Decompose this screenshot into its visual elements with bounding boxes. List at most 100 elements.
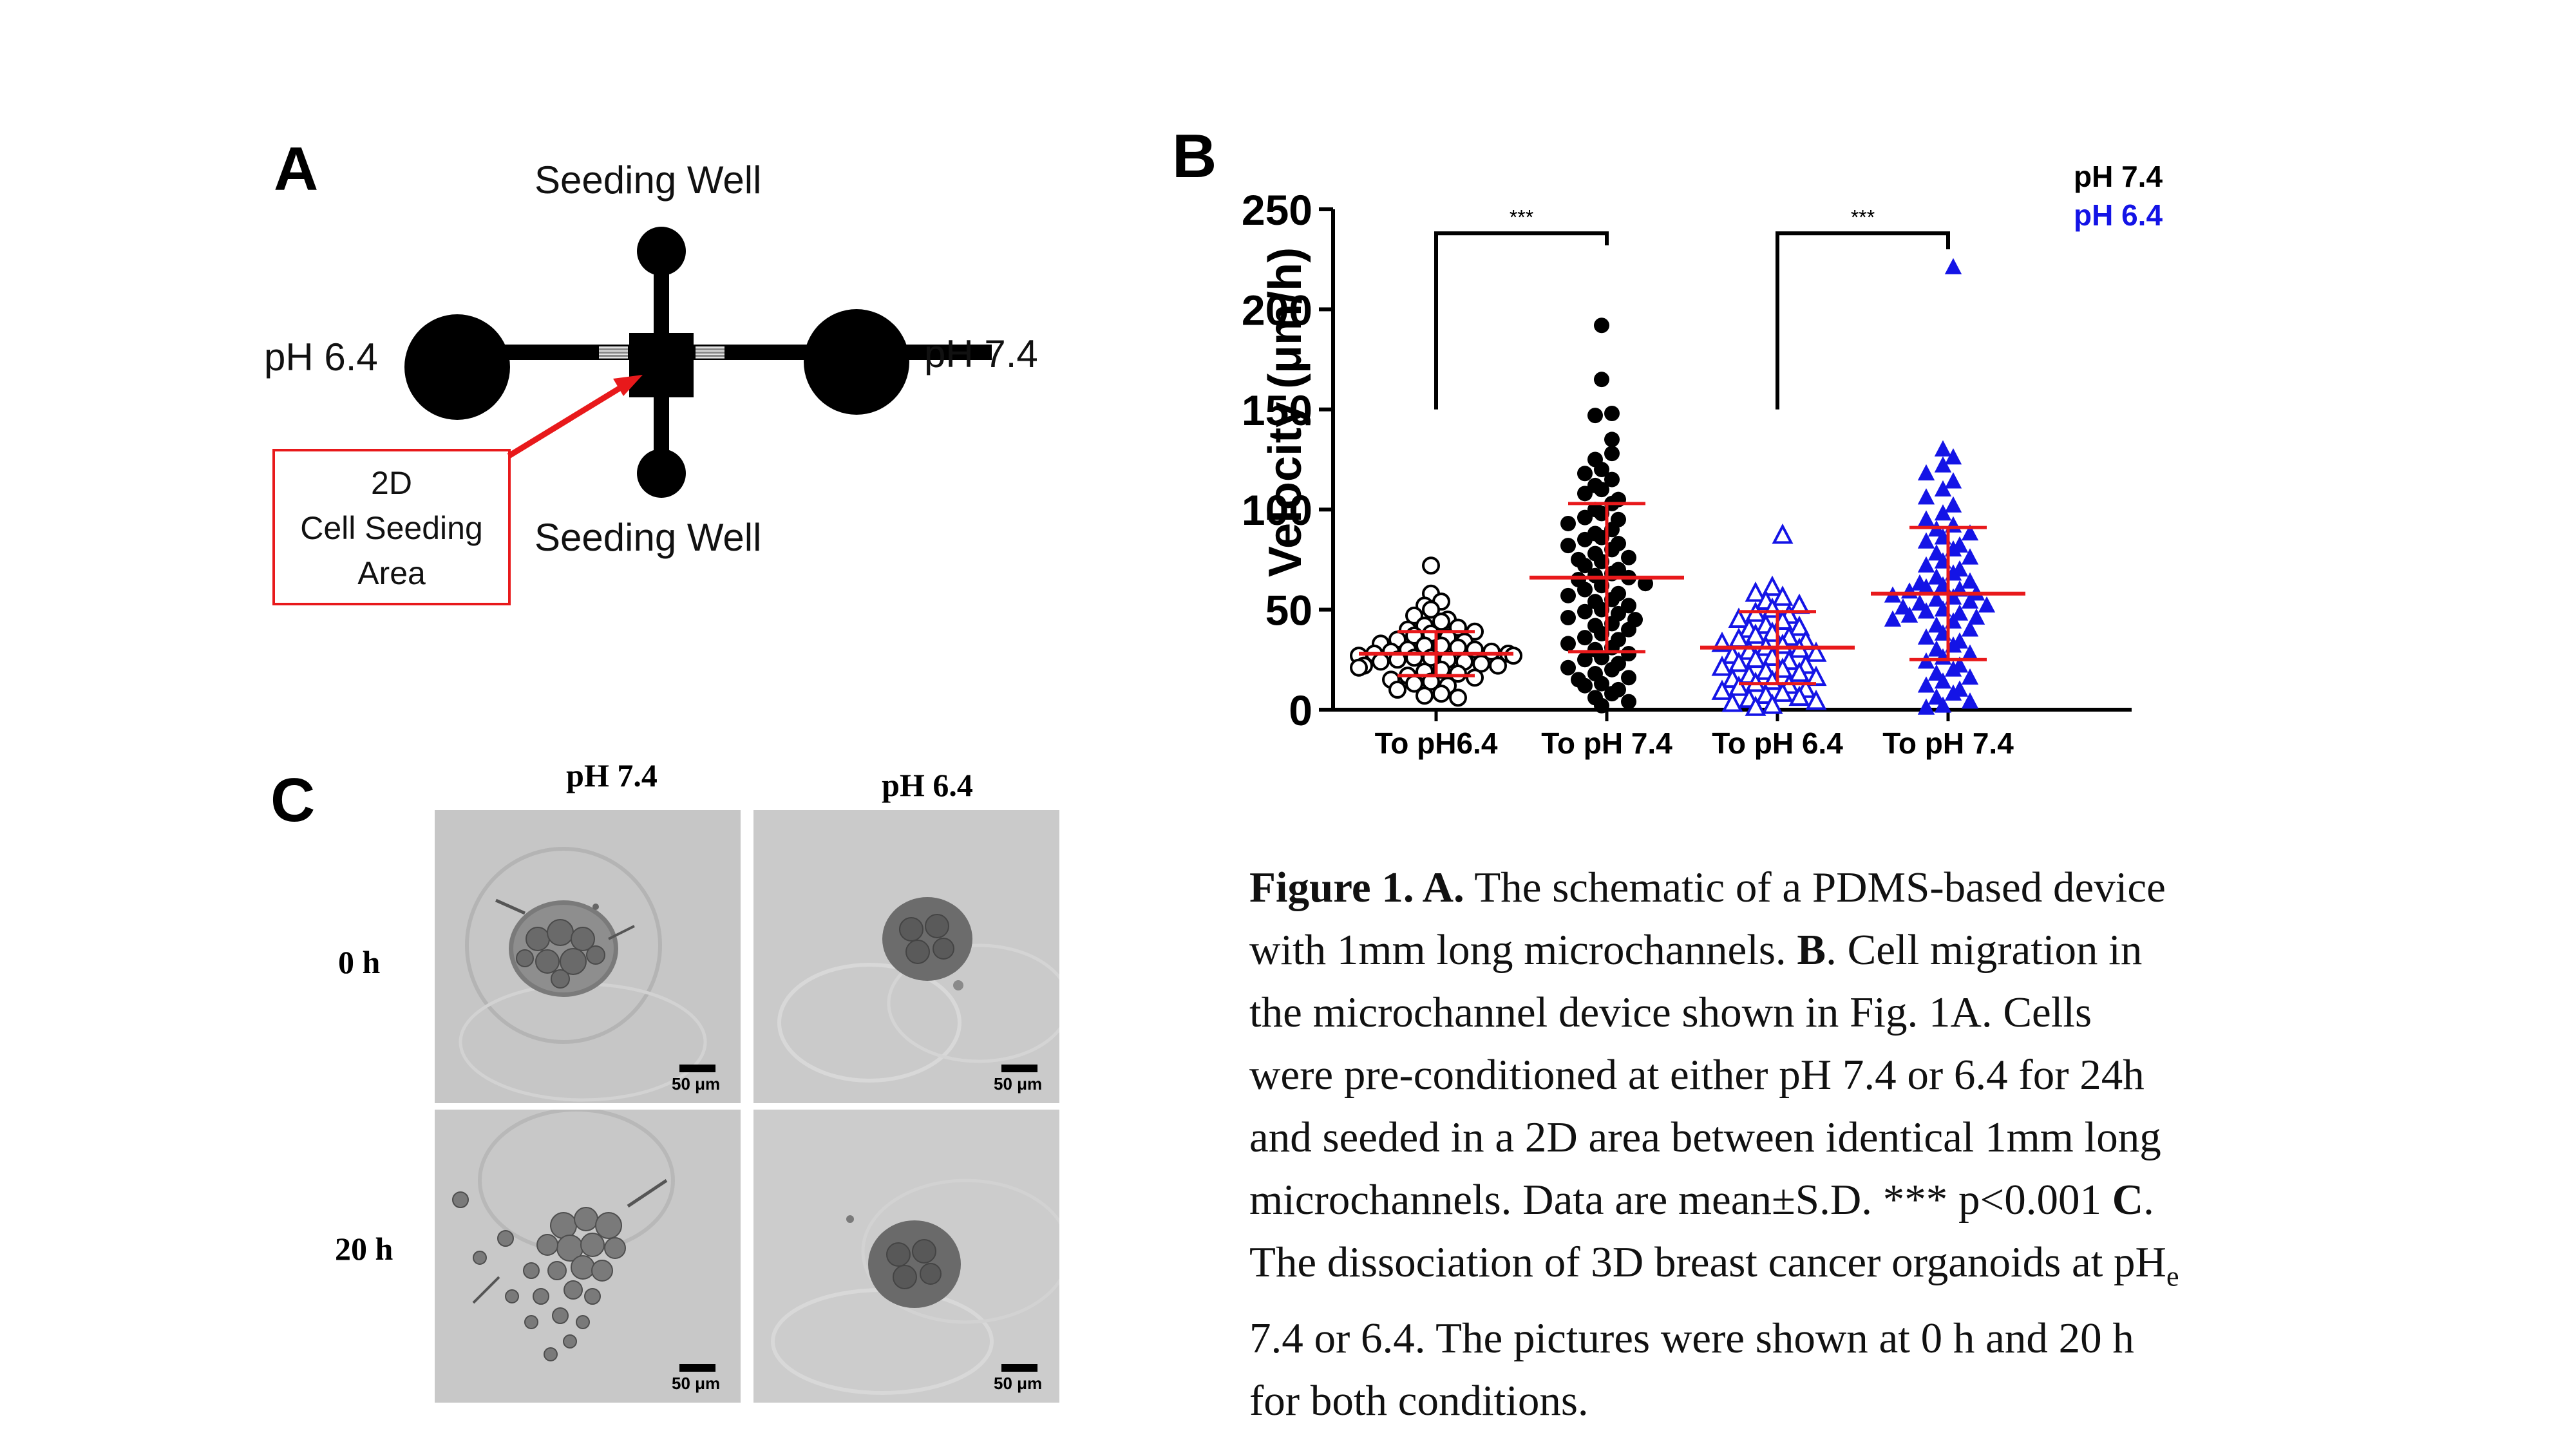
data-point — [1388, 680, 1406, 699]
data-point — [1560, 659, 1576, 676]
data-point — [1788, 661, 1810, 682]
data-point — [1788, 615, 1810, 636]
data-point — [1961, 620, 1979, 637]
data-point — [1961, 524, 1979, 541]
data-point — [1560, 610, 1576, 626]
data-point — [1711, 656, 1733, 676]
data-point — [1961, 644, 1979, 661]
data-point — [1745, 582, 1766, 602]
data-point — [1728, 676, 1750, 696]
arrow-line — [507, 381, 630, 459]
significance-bracket — [1434, 231, 1609, 410]
data-point — [1604, 686, 1620, 702]
data-point — [1577, 531, 1593, 547]
label-ph-right: pH 7.4 — [924, 332, 1038, 375]
caption-text: The schematic of a PDMS-based device — [1464, 864, 2166, 911]
data-point — [1927, 568, 1946, 585]
seeding-well-bottom — [637, 449, 686, 498]
caption-line-1: Figure 1. A. The schematic of a PDMS-bas… — [1249, 857, 2344, 919]
data-point — [1466, 668, 1484, 687]
scale-text-2: 50 μm — [994, 1074, 1043, 1094]
data-point — [1594, 317, 1609, 334]
data-point — [1961, 572, 1979, 589]
data-point — [1560, 515, 1576, 531]
caption-line-7: The dissociation of 3D breast cancer org… — [1249, 1231, 2344, 1307]
data-point — [1761, 575, 1783, 596]
data-point — [1638, 576, 1653, 592]
data-point — [1728, 651, 1750, 672]
significance-label: *** — [1510, 205, 1533, 229]
y-tick-label: 150 — [1242, 386, 1312, 434]
caption-text: . — [2143, 1176, 2154, 1224]
data-point — [1900, 606, 1918, 623]
data-point — [1745, 647, 1766, 668]
microchannels-right — [696, 346, 724, 359]
data-point — [1917, 488, 1935, 505]
col-header-ph74: pH 7.4 — [566, 757, 658, 793]
velocity-chart: 0 50 100 150 200 250 To pH6.4 To pH 7.4 To pH 6… — [1242, 160, 2163, 760]
data-point — [1604, 471, 1620, 488]
data-point — [1944, 448, 1962, 465]
data-point — [1917, 602, 1935, 619]
data-point — [1951, 604, 1969, 621]
caption-line-8: 7.4 or 6.4. The pictures were shown at 0… — [1249, 1314, 2134, 1363]
data-point — [1577, 677, 1593, 694]
data-point — [1927, 664, 1946, 681]
data-point — [1978, 596, 1996, 613]
data-point — [1577, 558, 1593, 574]
label-seeding-well-top: Seeding Well — [535, 158, 762, 202]
legend-ph64: pH 6.4 — [2074, 198, 2163, 232]
scale-text-4: 50 μm — [994, 1374, 1043, 1393]
caption-line-2: with 1mm long microchannels. B. Cell mig… — [1249, 919, 2344, 981]
data-point — [1721, 691, 1743, 712]
data-point — [1934, 696, 1952, 713]
data-point — [1577, 509, 1593, 526]
caption-b-label: B — [1797, 926, 1826, 974]
data-point — [1422, 600, 1440, 619]
data-point — [1560, 587, 1576, 603]
x-tick-label: To pH6.4 — [1375, 726, 1498, 760]
caption-text: with 1mm long microchannels. — [1249, 926, 1797, 974]
data-point — [1761, 694, 1783, 714]
data-point — [1594, 650, 1609, 666]
scale-text-3: 50 μm — [672, 1374, 721, 1393]
data-point — [1560, 636, 1576, 652]
caption-fig-label: Figure 1. A. — [1249, 864, 1464, 911]
data-point — [1944, 496, 1962, 513]
significance-bracket — [1776, 231, 1950, 410]
col-header-ph64: pH 6.4 — [882, 767, 973, 803]
data-point — [1577, 630, 1593, 646]
y-tick-label: 250 — [1242, 186, 1312, 234]
data-point — [1917, 510, 1935, 527]
caption-line-5: and seeded in a 2D area between identica… — [1249, 1113, 2161, 1161]
scale-bar-4 — [1001, 1364, 1037, 1372]
data-point — [1604, 446, 1620, 462]
x-axis: To pH6.4 To pH 7.4 To pH 6.4 To pH 7.4 — [1333, 708, 2132, 760]
caption-text: The dissociation of 3D breast cancer org… — [1249, 1238, 2166, 1286]
y-tick-label: 50 — [1265, 587, 1312, 634]
data-point — [1788, 685, 1810, 706]
data-point — [1745, 696, 1766, 716]
data-point — [1944, 258, 1962, 274]
data-point — [1621, 694, 1636, 710]
data-point — [1594, 462, 1609, 478]
data-point — [1884, 610, 1902, 627]
box-line-3: Area — [357, 555, 426, 591]
data-point — [1894, 598, 1912, 615]
caption-text: microchannels. Data are mean±S.D. *** p<… — [1249, 1176, 2112, 1224]
box-line-1: 2D — [371, 465, 412, 501]
row-label-20h: 20 h — [335, 1231, 393, 1267]
reservoir-left — [404, 314, 510, 420]
data-point — [1604, 431, 1620, 448]
data-point — [1416, 687, 1434, 705]
data-point — [1621, 670, 1636, 686]
data-point — [1917, 628, 1935, 645]
data-point — [1745, 623, 1766, 644]
caption-line-4: were pre-conditioned at either pH 7.4 or… — [1249, 1051, 2145, 1099]
data-point — [1621, 549, 1636, 565]
data-points — [1350, 258, 1996, 716]
y-tick-label: 0 — [1289, 687, 1312, 734]
box-line-2: Cell Seeding — [300, 510, 483, 546]
y-tick-label: 200 — [1242, 286, 1312, 334]
